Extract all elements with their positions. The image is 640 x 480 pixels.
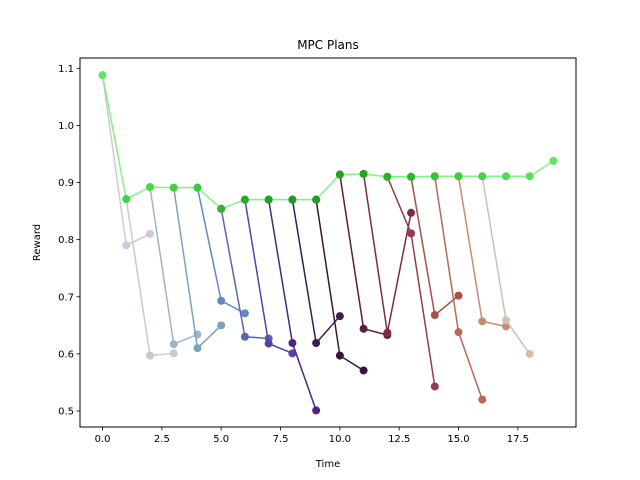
x-tick-label-2: 5.0: [213, 434, 229, 445]
plan-point-13-2: [454, 291, 463, 300]
actual-point-10: [335, 170, 344, 179]
y-tick-label-3: 0.8: [58, 235, 74, 246]
plan-point-0-1: [122, 241, 131, 250]
actual-point-14: [430, 172, 439, 181]
actual-point-11: [359, 169, 368, 178]
actual-point-19: [549, 156, 558, 165]
y-tick-label-4: 0.9: [58, 178, 74, 189]
x-axis: 0.0 2.5 5.0 7.5 10.0 12.5 15.0 17.5: [95, 427, 529, 445]
actual-point-13: [407, 172, 416, 181]
actual-point-4: [193, 183, 202, 192]
actual-point-6: [240, 195, 249, 204]
y-axis: 0.5 0.6 0.7 0.8 0.9 1.0 1.1: [58, 64, 80, 418]
plan-point-2-1: [169, 340, 178, 349]
y-tick-label-2: 0.7: [58, 292, 74, 303]
plan-point-0-2: [146, 229, 155, 238]
actual-point-18: [525, 172, 534, 181]
y-tick-label-6: 1.1: [58, 64, 74, 75]
actual-point-15: [454, 172, 463, 181]
plan-point-8-2: [335, 312, 344, 321]
actual-point-9: [312, 195, 321, 204]
plan-point-13-1: [430, 311, 439, 320]
plan-point-11-1: [383, 328, 392, 337]
plan-point-14-2: [478, 395, 487, 404]
plan-point-7-1: [288, 339, 297, 348]
actual-point-1: [122, 195, 131, 204]
plan-point-6-1: [264, 339, 273, 348]
plan-point-16-1: [501, 316, 510, 325]
plan-point-8-1: [312, 339, 321, 348]
actual-point-3: [169, 183, 178, 192]
x-tick-label-1: 2.5: [154, 434, 170, 445]
chart-title: MPC Plans: [297, 38, 359, 52]
y-tick-label-0: 0.5: [58, 407, 74, 418]
plan-point-7-2: [312, 406, 321, 415]
plan-point-10-1: [359, 324, 368, 333]
plot-area: [98, 71, 558, 415]
actual-point-16: [478, 172, 487, 181]
y-tick-label-5: 1.0: [58, 121, 74, 132]
plan-point-16-2: [525, 349, 534, 358]
actual-point-12: [383, 172, 392, 181]
actual-point-0: [98, 71, 107, 80]
actual-point-7: [264, 195, 273, 204]
plan-point-9-1: [335, 351, 344, 360]
plan-point-15-1: [478, 317, 487, 326]
plan-point-12-2: [430, 382, 439, 391]
plot-frame: [79, 57, 577, 428]
x-axis-label: Time: [315, 459, 340, 470]
x-tick-label-6: 15.0: [447, 434, 469, 445]
x-tick-label-7: 17.5: [507, 434, 529, 445]
plan-point-9-2: [359, 366, 368, 375]
x-tick-label-5: 12.5: [388, 434, 410, 445]
plan-point-11-2: [407, 208, 416, 217]
plan-point-5-1: [240, 332, 249, 341]
plan-point-15-2: [501, 322, 510, 331]
actual-point-2: [146, 183, 155, 192]
plan-point-3-1: [193, 344, 202, 353]
actual-point-5: [217, 204, 226, 213]
x-tick-label-3: 7.5: [273, 434, 289, 445]
plan-point-4-2: [240, 309, 249, 318]
plan-point-3-2: [217, 321, 226, 330]
plan-point-1-2: [169, 349, 178, 358]
plan-point-4-1: [217, 296, 226, 305]
plan-point-6-2: [288, 349, 297, 358]
actual-point-8: [288, 195, 297, 204]
x-tick-label-4: 10.0: [329, 434, 351, 445]
plan-point-12-1: [407, 229, 416, 238]
y-axis-label: Reward: [32, 224, 43, 261]
plan-point-1-1: [146, 351, 155, 360]
y-tick-label-1: 0.6: [58, 349, 74, 360]
plan-point-14-1: [454, 328, 463, 337]
actual-layer: [98, 71, 558, 213]
actual-point-17: [501, 172, 510, 181]
x-tick-label-0: 0.0: [95, 434, 111, 445]
